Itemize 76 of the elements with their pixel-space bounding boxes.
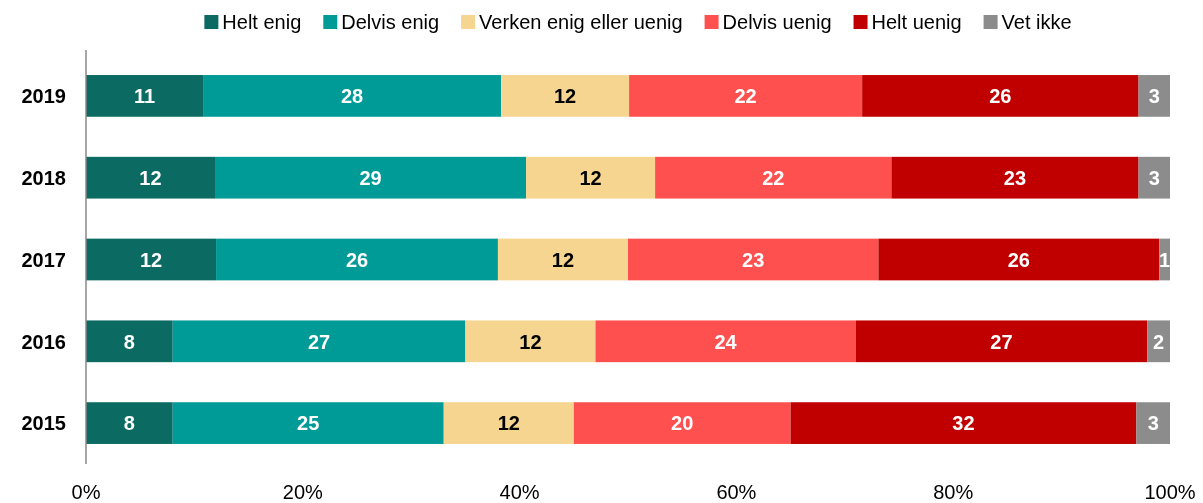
- bar: [203, 75, 502, 117]
- data-label: 12: [139, 248, 163, 271]
- bar: [595, 320, 856, 363]
- y-tick-label: 2015: [21, 412, 66, 435]
- data-label: 1: [1159, 248, 1171, 271]
- bar: [86, 402, 173, 444]
- data-label: 26: [989, 85, 1012, 108]
- bar: [215, 156, 527, 199]
- legend-label: Helt enig: [222, 11, 302, 34]
- bar: [216, 238, 498, 281]
- data-label: 12: [497, 412, 520, 435]
- x-tick-label: 20%: [282, 481, 324, 503]
- data-label: 8: [123, 330, 135, 353]
- bar: [629, 75, 863, 117]
- data-label: 12: [519, 330, 542, 353]
- data-label: 23: [1003, 166, 1027, 189]
- x-tick-label: 40%: [499, 481, 540, 503]
- data-label: 12: [139, 166, 162, 189]
- bar: [862, 75, 1139, 117]
- bar: [86, 75, 204, 117]
- legend-label: Verken enig eller uenig: [479, 11, 683, 34]
- data-label: 12: [579, 166, 602, 189]
- data-label: 28: [341, 85, 364, 108]
- legend-label: Helt uenig: [871, 11, 962, 34]
- bar: [501, 75, 630, 117]
- data-label: 20: [671, 412, 694, 435]
- bar: [465, 320, 596, 363]
- bar: [86, 156, 215, 199]
- x-tick-label: 0%: [71, 481, 101, 503]
- legend-label: Vet ikke: [1001, 11, 1072, 34]
- data-label: 11: [133, 85, 156, 108]
- data-label: 3: [1148, 85, 1160, 108]
- bar: [1147, 320, 1170, 363]
- legend-label: Delvis enig: [341, 11, 440, 34]
- bar: [443, 402, 574, 444]
- data-label: 22: [762, 166, 785, 189]
- data-label: 27: [990, 330, 1013, 353]
- bar: [172, 402, 444, 444]
- data-label: 3: [1148, 166, 1160, 189]
- data-label: 25: [297, 412, 320, 435]
- bar: [497, 238, 628, 281]
- bar: [855, 320, 1148, 363]
- data-label: 23: [742, 248, 765, 271]
- data-label: 2: [1153, 330, 1165, 353]
- data-label: 22: [734, 85, 757, 108]
- data-label: 24: [714, 330, 738, 353]
- data-label: 12: [554, 85, 577, 108]
- y-tick-label: 2019: [21, 85, 66, 108]
- bar: [172, 320, 466, 363]
- data-label: 26: [1007, 248, 1030, 271]
- legend-label: Delvis uenig: [722, 11, 832, 34]
- bar: [1138, 75, 1170, 117]
- x-tick-label: 80%: [933, 481, 974, 503]
- data-label: 26: [345, 248, 369, 271]
- data-label: 29: [359, 166, 382, 189]
- data-label: 27: [307, 330, 331, 353]
- bar: [655, 156, 892, 199]
- data-label: 8: [123, 412, 135, 435]
- bar: [86, 320, 173, 363]
- bar: [1138, 156, 1170, 199]
- data-label: 32: [952, 412, 975, 435]
- bar: [878, 238, 1160, 281]
- data-label: 12: [551, 248, 575, 271]
- bar: [573, 402, 791, 444]
- x-tick-label: 60%: [716, 481, 757, 503]
- bar: [790, 402, 1137, 444]
- bar: [628, 238, 879, 281]
- y-tick-label: 2016: [21, 330, 66, 353]
- bar: [891, 156, 1139, 199]
- bar: [526, 156, 656, 199]
- bar: [86, 238, 217, 281]
- x-tick-label: 100%: [1144, 481, 1196, 503]
- data-label: 3: [1147, 412, 1159, 435]
- y-tick-label: 2018: [21, 166, 66, 189]
- bar: [1136, 402, 1170, 444]
- y-tick-label: 2017: [21, 248, 66, 271]
